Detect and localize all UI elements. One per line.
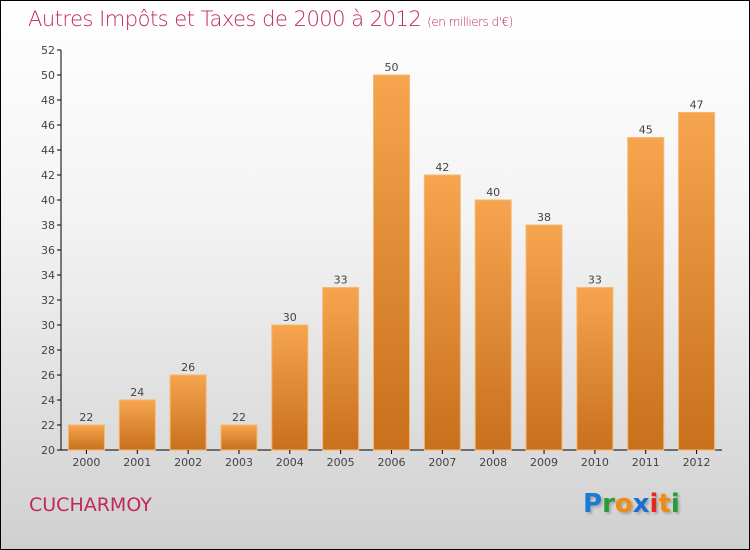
y-tick-label: 20 [41, 444, 55, 457]
bar [627, 137, 665, 451]
title-text: Autres Impôts et Taxes de 2000 à 2012 [28, 7, 422, 31]
bar [576, 287, 614, 451]
logo-letter: i [649, 489, 659, 519]
logo-letter: i [670, 489, 680, 519]
data-label: 22 [232, 411, 246, 424]
y-tick-label: 30 [41, 319, 55, 332]
x-tick-label: 2009 [530, 456, 558, 469]
y-tick-label: 46 [41, 119, 55, 132]
y-tick-label: 44 [41, 144, 55, 157]
x-tick-label: 2001 [123, 456, 151, 469]
unit-label: (en milliers d'€) [427, 15, 513, 29]
bar [118, 399, 156, 451]
logo-letter: r [602, 489, 615, 519]
y-tick-label: 52 [41, 44, 55, 57]
data-label: 45 [639, 124, 653, 137]
logo-letter: o [614, 489, 633, 519]
y-tick-label: 34 [41, 269, 55, 282]
x-tick-label: 2011 [632, 456, 660, 469]
logo-letter: P [583, 489, 603, 519]
bar [423, 174, 461, 451]
bar [525, 224, 563, 451]
bar [169, 374, 207, 451]
y-tick-label: 24 [41, 394, 55, 407]
bar [67, 424, 105, 451]
bar [220, 424, 258, 451]
data-label: 26 [181, 361, 195, 374]
x-tick-label: 2008 [479, 456, 507, 469]
y-tick-label: 38 [41, 219, 55, 232]
x-tick-label: 2003 [225, 456, 253, 469]
logo-letter: t [658, 489, 671, 519]
data-label: 24 [130, 386, 144, 399]
data-label: 33 [588, 274, 602, 287]
y-tick-label: 32 [41, 294, 55, 307]
y-tick-label: 48 [41, 94, 55, 107]
data-label: 42 [435, 161, 449, 174]
data-label: 33 [334, 274, 348, 287]
data-label: 30 [283, 311, 297, 324]
bar [678, 112, 716, 451]
y-tick-label: 42 [41, 169, 55, 182]
y-tick-label: 26 [41, 369, 55, 382]
x-tick-label: 2007 [428, 456, 456, 469]
bar [474, 199, 512, 451]
x-tick-label: 2000 [72, 456, 100, 469]
x-tick-label: 2010 [581, 456, 609, 469]
chart-title: Autres Impôts et Taxes de 2000 à 2012 (en… [28, 7, 513, 31]
data-label: 40 [486, 186, 500, 199]
y-tick-label: 36 [41, 244, 55, 257]
x-tick-label: 2004 [276, 456, 304, 469]
commune-name: CUCHARMOY [29, 494, 152, 516]
bar [373, 74, 410, 451]
data-label: 38 [537, 211, 551, 224]
y-tick-label: 28 [41, 344, 55, 357]
x-tick-label: 2012 [683, 456, 711, 469]
y-tick-label: 40 [41, 194, 55, 207]
data-label: 22 [79, 411, 93, 424]
x-tick-label: 2006 [378, 456, 406, 469]
y-tick-label: 50 [41, 69, 55, 82]
proxiti-logo: Proxiti [583, 489, 680, 519]
logo-letter: x [632, 489, 650, 519]
data-label: 47 [690, 99, 704, 112]
bar [271, 324, 309, 451]
y-tick-label: 22 [41, 419, 55, 432]
data-label: 50 [385, 61, 399, 74]
x-tick-label: 2002 [174, 456, 202, 469]
x-tick-label: 2005 [327, 456, 355, 469]
bar [322, 287, 360, 451]
